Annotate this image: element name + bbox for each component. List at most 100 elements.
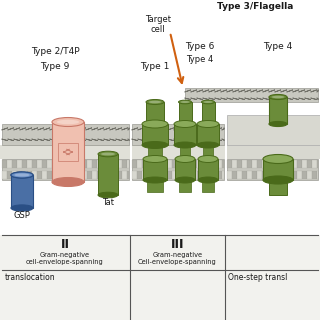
Bar — [317, 160, 318, 168]
Bar — [92, 160, 97, 168]
Bar — [132, 124, 224, 145]
Bar — [157, 160, 162, 168]
Bar — [2, 159, 129, 180]
Bar — [217, 160, 222, 168]
Ellipse shape — [198, 177, 218, 183]
Ellipse shape — [149, 101, 161, 103]
Bar — [277, 171, 282, 179]
Bar — [146, 102, 164, 124]
Text: GSP: GSP — [13, 211, 30, 220]
Bar — [67, 171, 72, 179]
Bar — [257, 160, 262, 168]
Bar — [67, 160, 72, 168]
Bar — [237, 171, 242, 179]
Bar — [312, 171, 317, 179]
Text: Gram-negative
cell-envelope-spanning: Gram-negative cell-envelope-spanning — [26, 252, 104, 265]
Ellipse shape — [142, 120, 168, 128]
Bar — [2, 160, 7, 168]
Bar — [202, 102, 214, 124]
Bar — [72, 160, 77, 168]
Bar — [117, 171, 122, 179]
Bar — [102, 160, 107, 168]
Bar — [277, 160, 282, 168]
Bar — [297, 160, 302, 168]
Ellipse shape — [146, 100, 164, 105]
Bar — [132, 171, 137, 179]
Ellipse shape — [146, 122, 164, 126]
Bar — [207, 171, 212, 179]
Bar — [112, 160, 117, 168]
Bar — [162, 171, 167, 179]
Bar — [143, 159, 167, 180]
Bar — [147, 160, 152, 168]
Bar — [132, 160, 137, 168]
Bar — [317, 171, 318, 179]
Bar — [82, 160, 87, 168]
Bar — [179, 102, 191, 124]
Bar — [302, 171, 307, 179]
Ellipse shape — [52, 117, 84, 126]
Text: III: III — [171, 238, 184, 251]
Bar — [47, 171, 52, 179]
Bar — [42, 171, 47, 179]
Bar — [227, 159, 318, 180]
Ellipse shape — [263, 155, 293, 164]
Text: Type 3/Flagella: Type 3/Flagella — [217, 2, 293, 11]
Ellipse shape — [263, 176, 293, 184]
Bar — [302, 160, 307, 168]
Ellipse shape — [197, 121, 219, 127]
Bar — [287, 171, 292, 179]
Bar — [172, 160, 177, 168]
Bar — [47, 160, 52, 168]
Bar — [17, 160, 22, 168]
Ellipse shape — [197, 142, 219, 148]
Text: translocation: translocation — [5, 273, 56, 282]
Bar — [252, 160, 257, 168]
Bar — [122, 160, 127, 168]
Ellipse shape — [101, 153, 115, 156]
Ellipse shape — [269, 122, 287, 126]
Bar — [202, 171, 207, 179]
Ellipse shape — [11, 205, 33, 211]
Bar — [58, 143, 78, 161]
Bar — [175, 159, 195, 180]
Bar — [37, 160, 42, 168]
Bar — [12, 171, 17, 179]
Bar — [197, 160, 202, 168]
Bar — [282, 160, 287, 168]
Bar — [252, 171, 257, 179]
Bar — [162, 160, 167, 168]
Bar — [152, 160, 157, 168]
Bar — [263, 159, 293, 180]
Bar — [180, 145, 190, 159]
Text: Target
cell: Target cell — [145, 15, 171, 34]
Bar — [262, 160, 267, 168]
Bar — [242, 171, 247, 179]
Bar — [37, 171, 42, 179]
Bar — [142, 124, 168, 145]
Bar — [97, 160, 102, 168]
Ellipse shape — [174, 142, 196, 148]
Bar — [167, 160, 172, 168]
Text: Type 6: Type 6 — [185, 42, 215, 51]
Ellipse shape — [11, 172, 33, 178]
Bar — [142, 171, 147, 179]
Bar — [107, 160, 112, 168]
Ellipse shape — [14, 173, 30, 177]
Bar — [177, 171, 182, 179]
Bar — [2, 171, 7, 179]
Bar — [267, 160, 272, 168]
Bar — [297, 171, 302, 179]
Bar — [174, 124, 196, 145]
Bar — [307, 171, 312, 179]
Bar — [82, 171, 87, 179]
Ellipse shape — [202, 100, 214, 104]
Bar — [147, 171, 152, 179]
Bar — [227, 115, 320, 145]
Bar — [187, 171, 192, 179]
Ellipse shape — [175, 156, 195, 163]
Bar — [242, 160, 247, 168]
Bar — [269, 180, 287, 195]
Bar — [212, 160, 217, 168]
Bar — [0, 0, 320, 235]
